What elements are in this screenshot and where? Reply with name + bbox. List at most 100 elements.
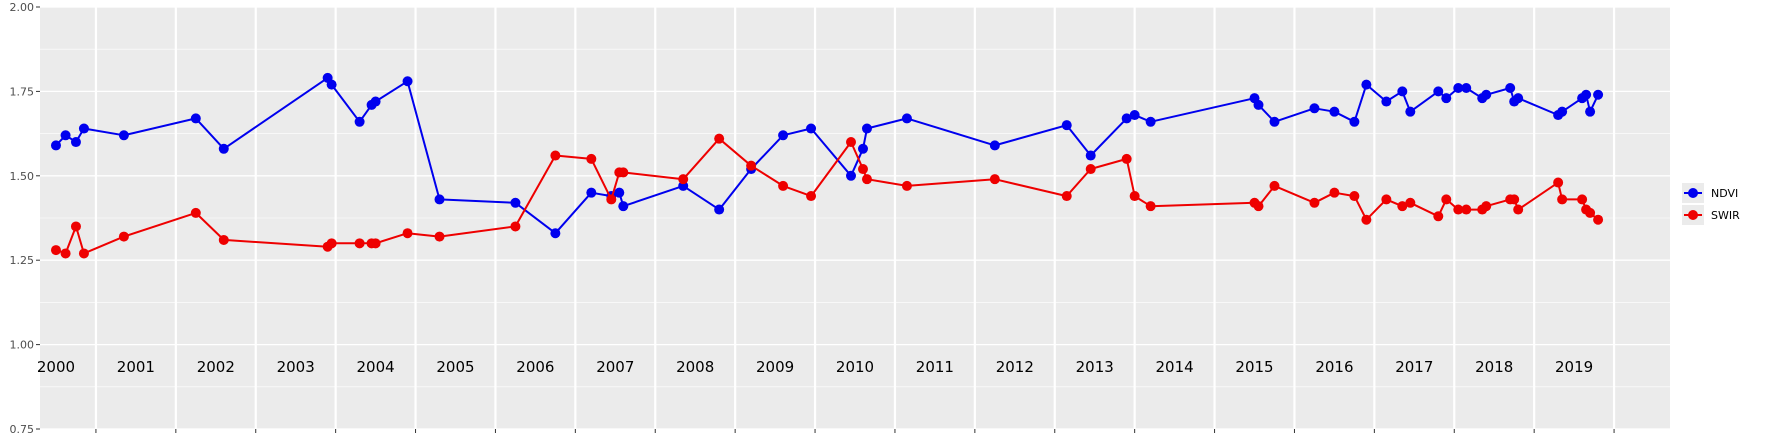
data-point-swir [618, 167, 629, 178]
data-point-ndvi [1461, 83, 1472, 94]
data-point-ndvi [806, 123, 817, 134]
data-point-ndvi [118, 130, 129, 141]
year-label: 2009 [756, 358, 794, 376]
data-point-swir [60, 248, 71, 259]
data-point-ndvi [510, 197, 521, 208]
data-point-ndvi [370, 96, 381, 107]
data-point-ndvi [857, 143, 868, 154]
year-label: 2012 [996, 358, 1034, 376]
legend-key-point [1688, 188, 1698, 198]
y-tick-label: 0.75 [10, 423, 35, 436]
year-label: 2005 [436, 358, 474, 376]
data-point-ndvi [1269, 116, 1280, 127]
data-point-ndvi [1513, 93, 1524, 104]
data-point-ndvi [1129, 110, 1140, 121]
data-point-ndvi [326, 79, 337, 90]
data-point-swir [70, 221, 81, 232]
data-point-swir [402, 228, 413, 239]
year-label: 2000 [37, 358, 75, 376]
data-point-ndvi [614, 187, 625, 198]
year-label: 2002 [197, 358, 235, 376]
y-tick-label: 2.00 [10, 1, 35, 14]
data-point-swir [434, 231, 445, 242]
data-point-swir [678, 174, 689, 185]
data-point-ndvi [1349, 116, 1360, 127]
data-point-ndvi [1329, 106, 1340, 117]
data-point-ndvi [846, 170, 857, 181]
y-axis: 0.75 1.00 1.25 1.50 1.75 2.00 [10, 1, 40, 436]
legend: NDVI SWIR [1682, 183, 1740, 225]
data-point-swir [861, 174, 872, 185]
legend-label-ndvi: NDVI [1711, 187, 1738, 200]
data-point-swir [606, 194, 617, 205]
legend-key-point [1688, 210, 1698, 220]
year-label: 2011 [916, 358, 954, 376]
data-point-ndvi [1433, 86, 1444, 97]
data-point-swir [1509, 194, 1520, 205]
data-point-swir [354, 238, 365, 249]
y-tick-label: 1.25 [10, 254, 35, 267]
data-point-ndvi [586, 187, 597, 198]
year-label: 2018 [1475, 358, 1513, 376]
year-label: 2006 [516, 358, 554, 376]
data-point-swir [901, 180, 912, 191]
data-point-swir [1061, 191, 1072, 202]
data-point-ndvi [1381, 96, 1392, 107]
data-point-swir [1329, 187, 1340, 198]
year-label: 2003 [277, 358, 315, 376]
grid-lines [40, 6, 1670, 430]
year-label: 2004 [356, 358, 394, 376]
data-point-ndvi [1121, 113, 1132, 124]
data-point-swir [806, 191, 817, 202]
data-point-swir [1593, 214, 1604, 225]
data-point-ndvi [1145, 116, 1156, 127]
data-point-swir [370, 238, 381, 249]
data-point-ndvi [1581, 89, 1592, 100]
data-point-swir [1361, 214, 1372, 225]
data-point-swir [1481, 201, 1492, 212]
data-point-swir [1405, 197, 1416, 208]
data-point-swir [1553, 177, 1564, 188]
data-point-ndvi [1361, 79, 1372, 90]
data-point-swir [1309, 197, 1320, 208]
data-point-ndvi [1405, 106, 1416, 117]
data-series [50, 72, 1604, 259]
data-point-swir [1121, 153, 1132, 164]
data-point-ndvi [1061, 120, 1072, 131]
data-point-swir [846, 137, 857, 148]
data-point-ndvi [901, 113, 912, 124]
data-point-swir [1577, 194, 1588, 205]
data-point-ndvi [550, 228, 561, 239]
legend-label-swir: SWIR [1711, 209, 1740, 222]
data-point-ndvi [618, 201, 629, 212]
data-point-swir [1397, 201, 1408, 212]
data-point-ndvi [1253, 99, 1264, 110]
data-point-ndvi [1557, 106, 1568, 117]
data-point-swir [1585, 207, 1596, 218]
data-point-swir [1461, 204, 1472, 215]
data-point-ndvi [1085, 150, 1096, 161]
data-point-swir [326, 238, 337, 249]
data-point-ndvi [1309, 103, 1320, 114]
data-point-ndvi [1453, 83, 1464, 94]
data-point-ndvi [989, 140, 1000, 151]
data-point-swir [550, 150, 561, 161]
data-point-swir [1513, 204, 1524, 215]
data-point-ndvi [1441, 93, 1452, 104]
year-label: 2010 [836, 358, 874, 376]
data-point-ndvi [1593, 89, 1604, 100]
year-label: 2007 [596, 358, 634, 376]
year-label: 2019 [1555, 358, 1593, 376]
data-point-ndvi [218, 143, 229, 154]
data-point-ndvi [354, 116, 365, 127]
data-point-swir [1129, 191, 1140, 202]
data-point-swir [714, 133, 725, 144]
data-point-swir [1145, 201, 1156, 212]
data-point-swir [857, 164, 868, 175]
data-point-ndvi [714, 204, 725, 215]
y-tick-label: 1.50 [10, 170, 35, 183]
data-point-swir [1381, 194, 1392, 205]
y-tick-label: 1.00 [10, 339, 35, 352]
data-point-ndvi [402, 76, 413, 87]
